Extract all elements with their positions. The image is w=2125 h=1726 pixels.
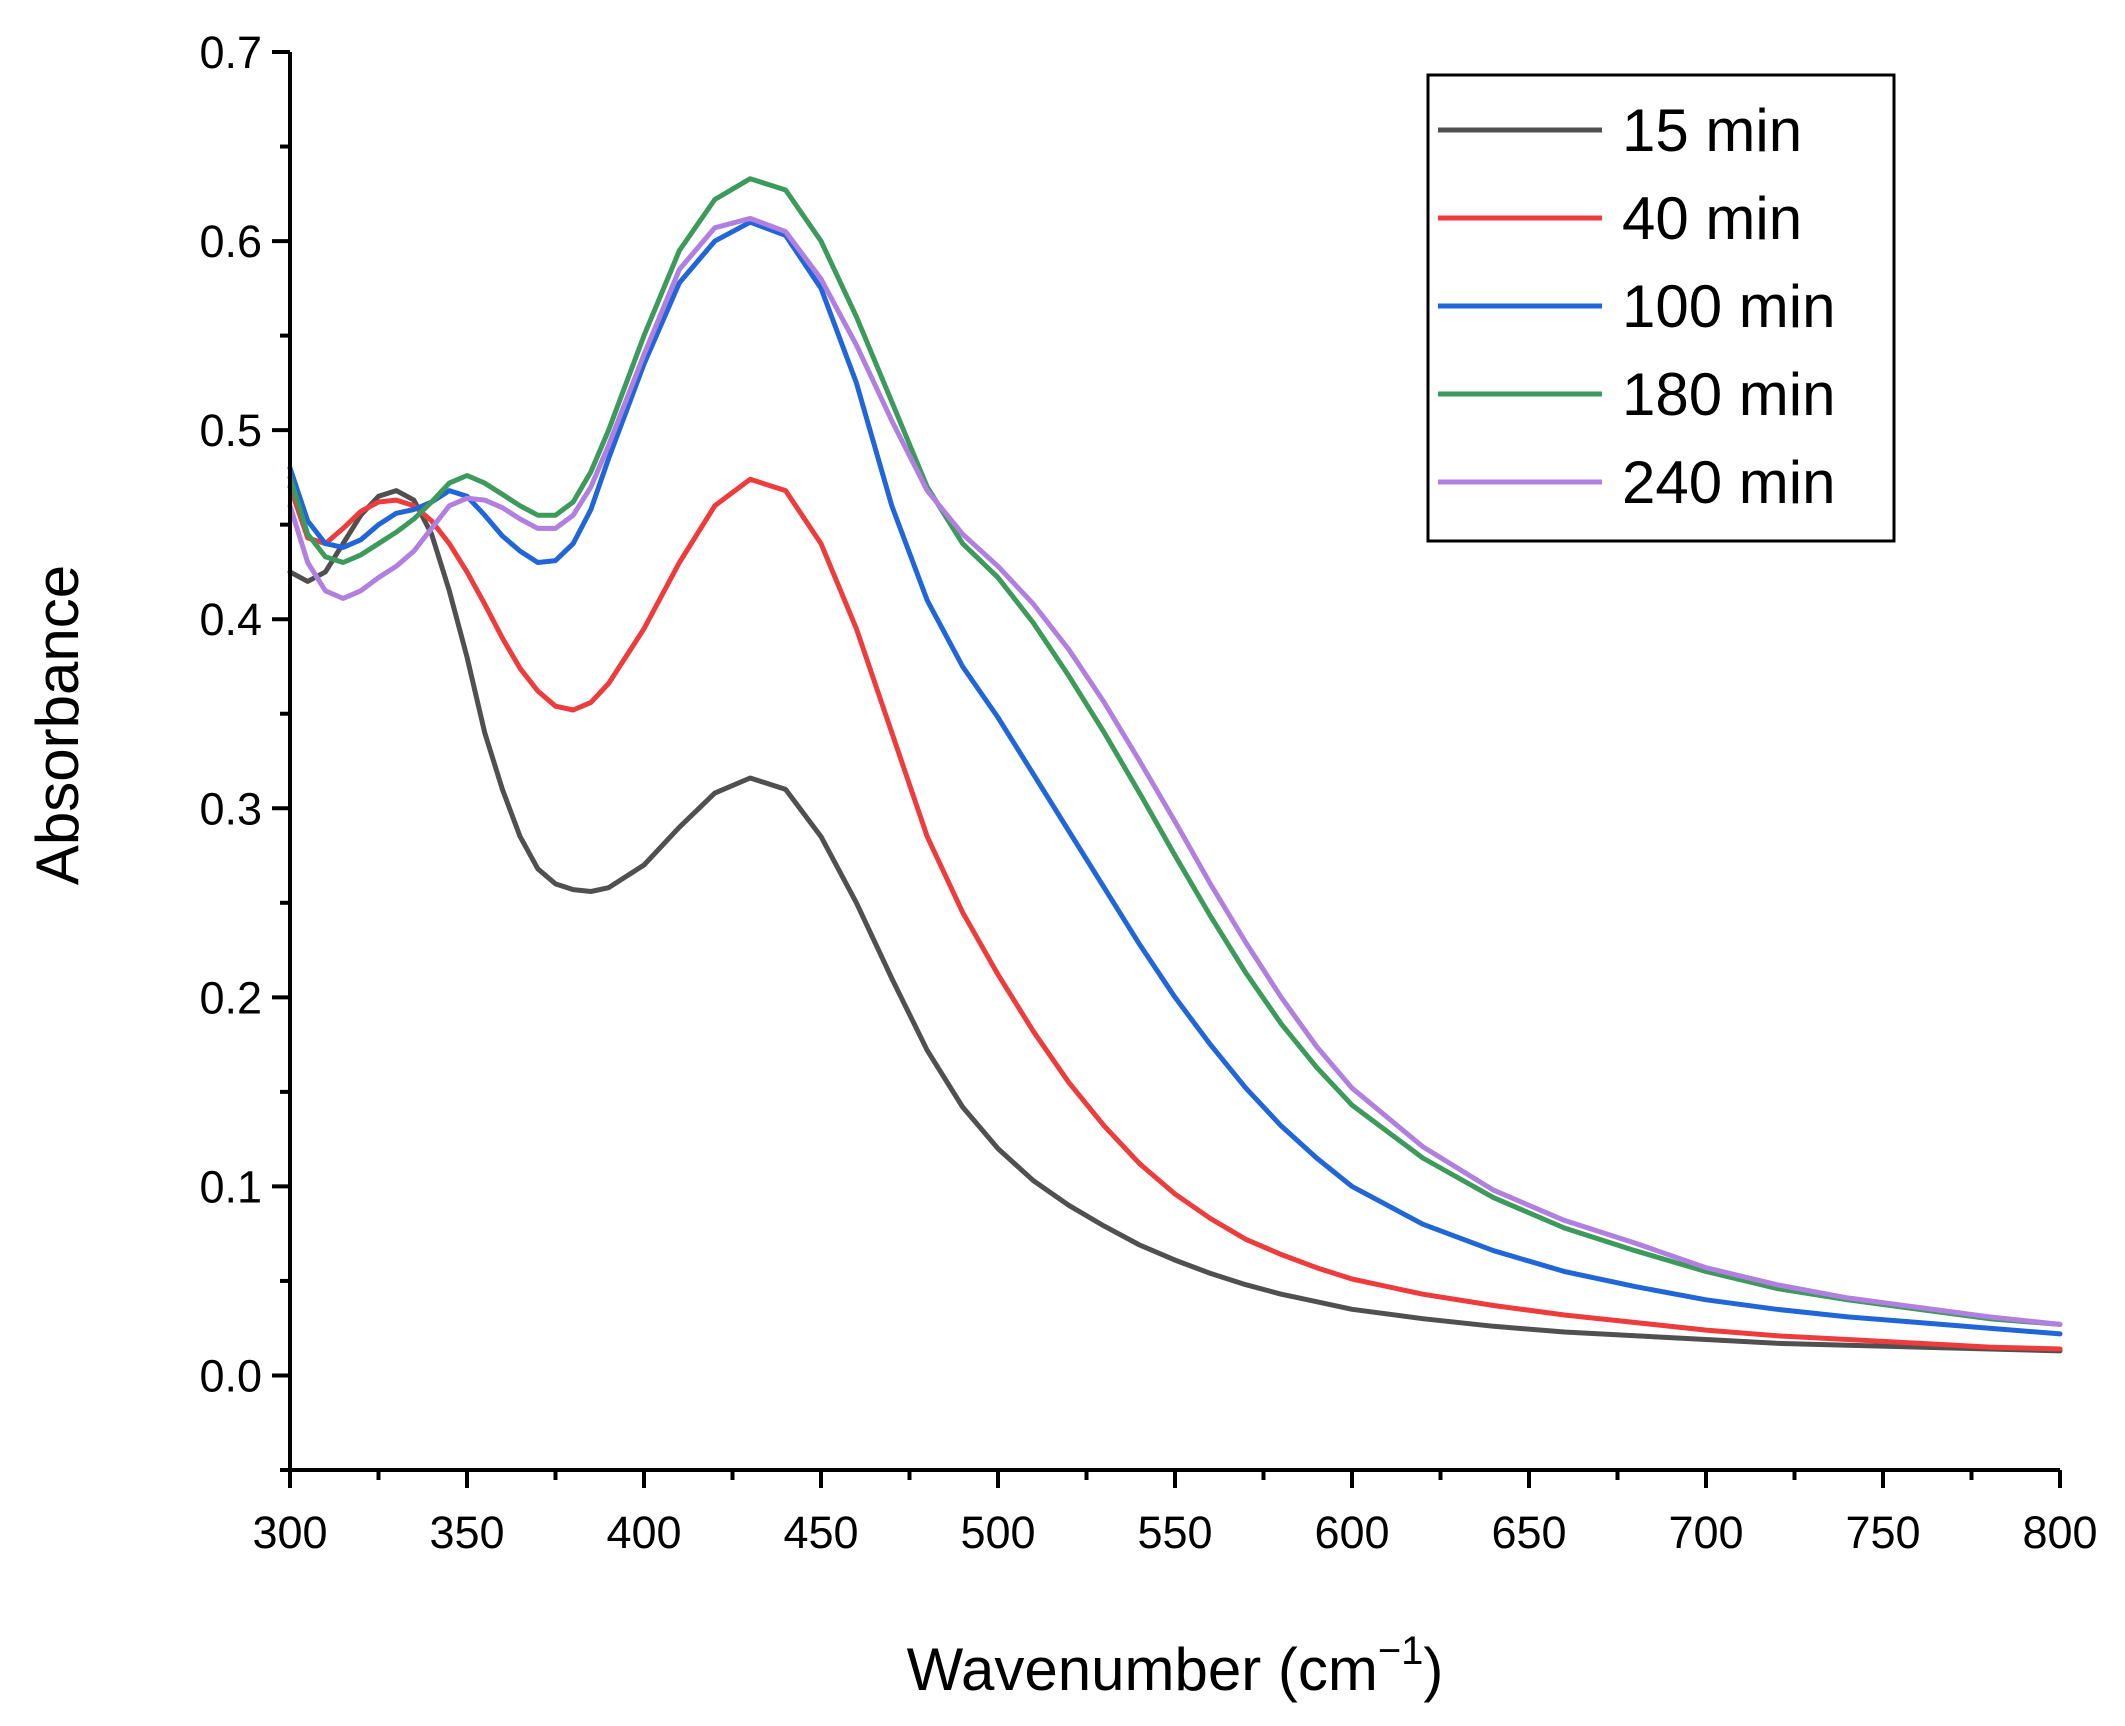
x-ticks: 300 350 400 450 500 550 600 650 700 750 800: [252, 1470, 2098, 1558]
x-tick-label: 400: [606, 1507, 681, 1558]
y-tick-label: 0.4: [199, 594, 262, 645]
x-axis-title-close: ): [1423, 1636, 1443, 1703]
x-tick-label: 500: [960, 1507, 1035, 1558]
x-axis-title-main: Wavenumber (cm: [907, 1636, 1378, 1703]
legend-label: 15 min: [1622, 97, 1802, 164]
plot-area: [287, 176, 2063, 1354]
x-tick-label: 750: [1845, 1507, 1920, 1558]
x-axis-title: Wavenumber (cm−1): [907, 1629, 1444, 1703]
y-tick-label: 0.1: [199, 1161, 262, 1212]
y-tick-label: 0.7: [199, 27, 262, 78]
legend-label: 240 min: [1622, 449, 1835, 516]
legend: 15 min 40 min 100 min 180 min 240 min: [1426, 73, 1896, 543]
x-tick-label: 800: [2022, 1507, 2097, 1558]
legend-label: 180 min: [1622, 361, 1835, 428]
y-axis-title: Absorbance: [24, 565, 91, 885]
x-tick-label: 550: [1137, 1507, 1212, 1558]
x-tick-label: 300: [252, 1507, 327, 1558]
x-tick-label: 350: [429, 1507, 504, 1558]
x-tick-label: 600: [1314, 1507, 1389, 1558]
series-line-240-min: [287, 215, 2063, 1327]
y-tick-label: 0.2: [199, 972, 262, 1023]
legend-label: 100 min: [1622, 273, 1835, 340]
legend-label: 40 min: [1622, 185, 1802, 252]
series-line-40-min: [287, 476, 2063, 1352]
y-tick-label: 0.6: [199, 216, 262, 267]
x-tick-label: 700: [1668, 1507, 1743, 1558]
y-tick-label: 0.0: [199, 1350, 262, 1401]
series-line-15-min: [287, 488, 2063, 1354]
x-axis-title-superscript: −1: [1378, 1629, 1424, 1673]
series-line-180-min: [287, 176, 2063, 1327]
y-tick-label: 0.3: [199, 783, 262, 834]
y-ticks: 0.0 0.1 0.2 0.3 0.4 0.5 0.6 0.7: [199, 27, 290, 1472]
y-tick-label: 0.5: [199, 405, 262, 456]
x-tick-label: 650: [1491, 1507, 1566, 1558]
x-tick-label: 450: [783, 1507, 858, 1558]
